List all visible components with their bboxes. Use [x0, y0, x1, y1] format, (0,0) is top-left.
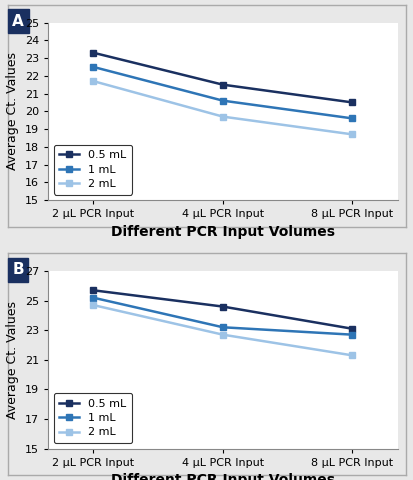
Text: A: A	[12, 13, 24, 29]
Text: B: B	[12, 262, 24, 277]
